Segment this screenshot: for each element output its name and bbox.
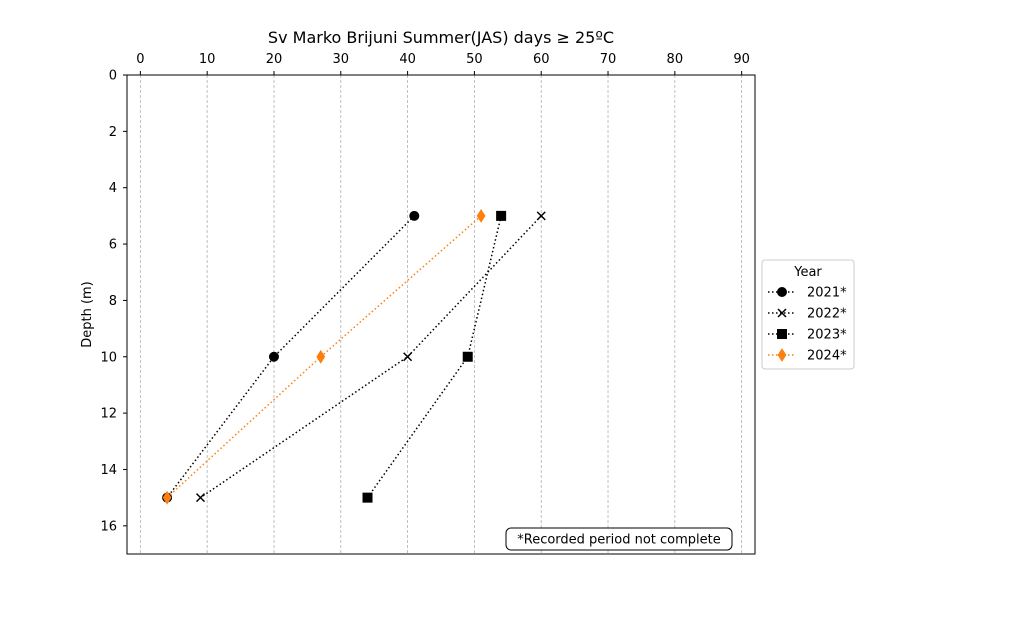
y-tick-label: 2 bbox=[109, 125, 117, 140]
x-tick-label: 60 bbox=[533, 52, 550, 67]
legend-label: 2023* bbox=[807, 328, 847, 343]
marker-stroke bbox=[195, 493, 206, 503]
data-point bbox=[403, 352, 413, 362]
y-tick-label: 12 bbox=[100, 407, 117, 422]
series-line bbox=[166, 215, 415, 499]
marker-stroke bbox=[403, 352, 413, 362]
data-point bbox=[409, 210, 420, 221]
series-layer bbox=[162, 208, 546, 505]
legend-items: 2021* 2022* 2023* 2024* bbox=[768, 286, 847, 364]
legend-marker bbox=[777, 287, 787, 297]
y-tick-label: 8 bbox=[109, 294, 117, 309]
x-tick-label: 20 bbox=[266, 52, 283, 67]
y-tick-label: 0 bbox=[109, 69, 117, 84]
series-4 bbox=[162, 208, 486, 505]
legend-title: Year bbox=[793, 265, 822, 280]
data-point bbox=[195, 493, 206, 503]
data-point bbox=[316, 349, 326, 364]
x-tick-label: 50 bbox=[466, 52, 483, 67]
marker-stroke bbox=[536, 211, 546, 221]
chart-title: Sv Marko Brijuni Summer(JAS) days ≥ 25ºC bbox=[268, 28, 614, 47]
legend-item: 2024* bbox=[768, 348, 847, 364]
data-point bbox=[476, 208, 486, 223]
x-tick-label: 40 bbox=[399, 52, 416, 67]
legend-label: 2021* bbox=[807, 286, 847, 301]
data-point bbox=[162, 490, 172, 505]
axis-layer: 0 10 20 30 40 50 60 70 80 90 0 2 4 6 8 10 12 14 16 bbox=[100, 52, 749, 534]
legend: Year 2021* 2022* 2023* 2024* bbox=[761, 259, 855, 370]
y-tick-label: 14 bbox=[100, 463, 117, 478]
plot-frame bbox=[126, 74, 756, 555]
data-point bbox=[462, 351, 473, 362]
y-tick-label: 10 bbox=[100, 350, 117, 365]
x-tick-label: 90 bbox=[733, 52, 750, 67]
x-tick-label: 80 bbox=[667, 52, 684, 67]
legend-marker bbox=[777, 329, 787, 339]
legend-marker bbox=[777, 348, 787, 362]
y-tick-label: 16 bbox=[100, 519, 117, 534]
y-tick-label: 4 bbox=[109, 181, 117, 196]
data-point bbox=[362, 492, 373, 503]
x-tick-label: 10 bbox=[199, 52, 216, 67]
legend-item: 2021* bbox=[768, 286, 847, 301]
y-tick-label: 6 bbox=[109, 238, 117, 253]
legend-label: 2022* bbox=[807, 307, 847, 322]
marker-stroke bbox=[777, 308, 787, 318]
legend-item: 2023* bbox=[768, 328, 847, 343]
y-axis-label: Depth (m) bbox=[80, 281, 95, 348]
x-tick-label: 0 bbox=[136, 52, 144, 67]
data-point bbox=[536, 211, 546, 221]
x-tick-label: 70 bbox=[600, 52, 617, 67]
annotation-text: *Recorded period not complete bbox=[517, 533, 721, 548]
data-point bbox=[496, 210, 507, 221]
data-point bbox=[268, 351, 279, 362]
legend-item: 2022* bbox=[768, 307, 847, 322]
legend-label: 2024* bbox=[807, 349, 847, 364]
annotation-box: *Recorded period not complete bbox=[505, 527, 733, 551]
legend-marker bbox=[777, 308, 787, 318]
series-3 bbox=[362, 210, 507, 503]
legend-frame bbox=[761, 259, 855, 370]
series-line bbox=[200, 215, 542, 499]
x-tick-label: 30 bbox=[333, 52, 350, 67]
series-2 bbox=[195, 211, 546, 503]
